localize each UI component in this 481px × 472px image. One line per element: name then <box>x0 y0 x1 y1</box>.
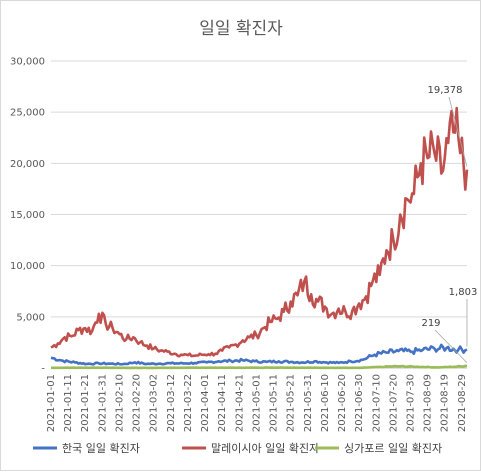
x-tick-label: 2021-02-10 <box>114 374 125 432</box>
x-tick-label: 2021-05-31 <box>303 374 314 432</box>
legend-label-1: 말레이시아 일일 확진자 <box>211 441 319 455</box>
x-tick-label: 2021-04-01 <box>200 374 211 432</box>
y-tick-label: 10,000 <box>10 261 45 272</box>
x-tick-label: 2021-04-11 <box>217 374 228 432</box>
y-axis: - 5,000 10,000 15,000 20,000 25,000 30,000 <box>10 57 45 375</box>
data-label-1: 219 <box>421 318 440 329</box>
x-tick-label: 2021-08-09 <box>423 374 434 432</box>
y-tick-label: 30,000 <box>10 57 45 68</box>
x-tick-label: 2021-03-22 <box>183 374 194 432</box>
data-labels: 19,378 219 1,803 <box>421 85 478 364</box>
x-tick-label: 2021-04-21 <box>234 374 245 432</box>
data-label-2: 1,803 <box>449 287 478 298</box>
x-tick-label: 2021-03-12 <box>166 374 177 432</box>
x-tick-label: 2021-06-30 <box>354 374 365 432</box>
x-tick-label: 2021-08-29 <box>457 374 468 432</box>
y-tick-label: 5,000 <box>16 312 45 323</box>
series-line-1 <box>50 106 469 358</box>
x-tick-label: 2021-02-20 <box>132 374 143 432</box>
legend: 한국 일일 확진자 말레이시아 일일 확진자 싱가포르 일일 확진자 <box>33 441 442 455</box>
x-tick-label: 2021-08-19 <box>440 374 451 432</box>
series-line-0 <box>50 343 468 366</box>
x-tick-label: 2021-05-01 <box>251 374 262 432</box>
x-tick-label: 2021-01-01 <box>46 374 57 432</box>
x-tick-label: 2021-07-10 <box>371 374 382 432</box>
series-lines <box>50 106 469 370</box>
x-tick-label: 2021-07-20 <box>388 374 399 432</box>
y-tick-label: 20,000 <box>10 159 45 170</box>
y-tick-label: - <box>41 364 45 375</box>
x-tick-label: 2021-06-10 <box>320 374 331 432</box>
x-tick-label: 2021-03-02 <box>149 374 160 432</box>
leader-line-1 <box>434 329 468 364</box>
x-axis: 2021-01-01 2021-01-11 2021-01-21 2021-01-31… <box>46 367 468 432</box>
leader-line-0 <box>448 96 468 167</box>
x-tick-label: 2021-01-31 <box>97 374 108 432</box>
legend-label-0: 한국 일일 확진자 <box>62 441 140 455</box>
x-tick-label: 2021-01-21 <box>80 374 91 432</box>
x-tick-label: 2021-06-20 <box>337 374 348 432</box>
y-tick-label: 25,000 <box>10 108 45 119</box>
x-tick-label: 2021-07-30 <box>406 374 417 432</box>
chart-title: 일일 확진자 <box>199 19 283 39</box>
x-tick-label: 2021-05-21 <box>286 374 297 432</box>
gridlines <box>51 60 467 369</box>
x-tick-label: 2021-01-11 <box>63 374 74 432</box>
legend-label-2: 싱가포르 일일 확진자 <box>344 441 442 455</box>
series-line-2 <box>51 364 468 370</box>
data-label-0: 19,378 <box>428 85 463 96</box>
x-tick-label: 2021-05-11 <box>269 374 280 432</box>
y-tick-label: 15,000 <box>10 210 45 221</box>
